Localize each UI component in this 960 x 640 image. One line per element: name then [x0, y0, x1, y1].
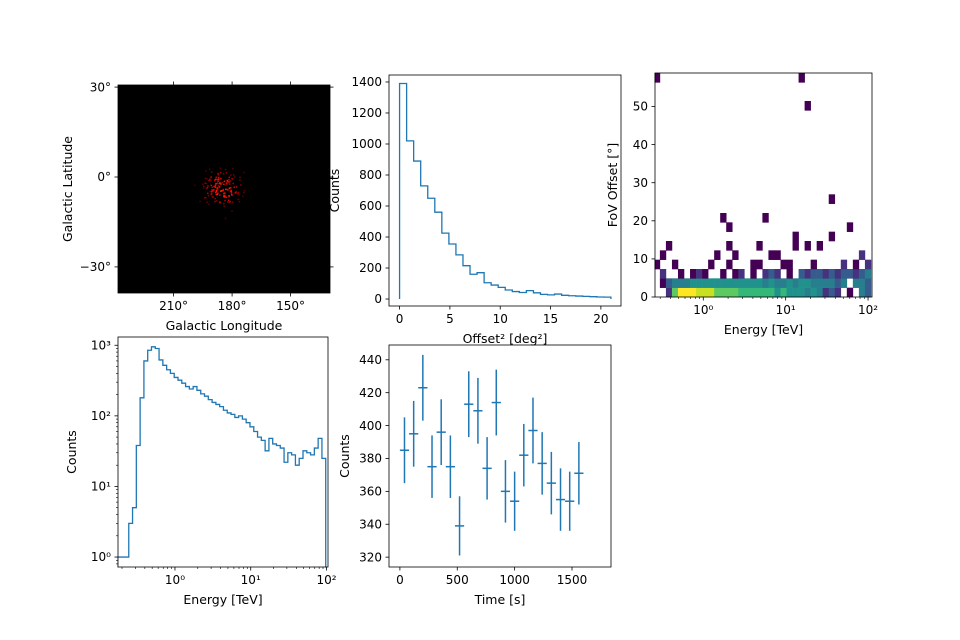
- lightcurve-xlabel: Time [s]: [474, 592, 526, 607]
- energy-histogram-plot-area: [117, 336, 329, 568]
- errorbar-point: [418, 354, 428, 421]
- offset-hist-ytick-7: 1400: [351, 75, 382, 89]
- skymap-ytick-0: 30°: [90, 80, 111, 94]
- lightcurve-ytick-5: 420: [359, 386, 382, 400]
- lightcurve-ytick-6: 440: [359, 353, 382, 367]
- hist2d-ytick-4: 40: [633, 138, 648, 152]
- offset-hist-xtick-1: 5: [446, 312, 454, 326]
- offset-hist-ytick-2: 400: [359, 230, 382, 244]
- energy-histogram-step-line: [117, 346, 327, 568]
- hist2d-xtick-2: 10²: [858, 303, 878, 317]
- lightcurve-ylabel: Counts: [337, 434, 352, 478]
- offset-hist-ytick-3: 600: [359, 199, 382, 213]
- offset-hist-ytick-0: 0: [374, 292, 382, 306]
- energy-hist-ytick-0: 10⁰: [91, 550, 111, 564]
- skymap-xtick-0: 210°: [159, 299, 188, 313]
- energy-hist-ytick-2: 10²: [91, 409, 111, 423]
- offset-hist-ytick-4: 800: [359, 168, 382, 182]
- errorbar-point: [565, 471, 575, 531]
- hist2d-ytick-0: 0: [640, 290, 648, 304]
- errorbar-point: [464, 371, 474, 438]
- errorbar-point: [537, 432, 547, 495]
- hist2d-ytick-1: 10: [633, 252, 648, 266]
- skymap-ytick-2: −30°: [80, 260, 111, 274]
- energy-fov-offset-hist2d-plot-area: [654, 72, 873, 298]
- lightcurve-ytick-3: 380: [359, 452, 382, 466]
- lightcurve-ytick-0: 320: [359, 550, 382, 564]
- errorbar-point: [555, 468, 566, 531]
- lightcurve-ytick-2: 360: [359, 485, 382, 499]
- energy-hist-xtick-1: 10¹: [241, 573, 261, 587]
- errorbar-point: [436, 399, 446, 466]
- errorbar-point: [528, 397, 538, 464]
- errorbar-point: [500, 460, 511, 523]
- lightcurve-xtick-1: 500: [446, 573, 469, 587]
- skymap-xtick-2: 150°: [276, 299, 305, 313]
- counts-vs-time-svg: 0 500 1000 1500 320 340 360 380 400 420 440 Time [s…: [337, 344, 612, 607]
- lightcurve-ytick-1: 340: [359, 517, 382, 531]
- offset-hist-xlabel: Offset² [deg²]: [463, 331, 548, 346]
- skymap-ylabel: Galactic Latitude: [60, 136, 75, 242]
- energy-hist-ytick-1: 10¹: [91, 480, 111, 494]
- errorbar-point: [409, 400, 419, 467]
- errorbar-point: [427, 435, 437, 498]
- lightcurve-errorbars: [399, 354, 584, 556]
- lightcurve-ytick-4: 400: [359, 419, 382, 433]
- skymap-svg: 210° 180° 150° 30° 0° −30° Galactic Longitude G…: [60, 80, 334, 333]
- skymap-ytick-1: 0°: [97, 170, 111, 184]
- offset-hist-ytick-6: 1200: [351, 106, 382, 120]
- errorbar-point: [473, 377, 483, 444]
- hist2d-ytick-2: 20: [633, 214, 648, 228]
- hist2d-ytick-5: 50: [633, 100, 648, 114]
- skymap-xtick-1: 180°: [218, 299, 247, 313]
- energy-hist-xtick-0: 10⁰: [165, 573, 185, 587]
- errorbar-point: [445, 435, 455, 498]
- offset-squared-histogram-svg: 0 5 10 15 200200400600800100012001400Offset²…: [327, 74, 622, 346]
- errorbar-point: [491, 369, 501, 436]
- errorbar-point: [546, 451, 556, 515]
- offset-hist-ytick-5: 1000: [351, 137, 382, 151]
- errorbar-point: [574, 442, 584, 505]
- offset-hist-xtick-3: 15: [543, 312, 558, 326]
- counts-vs-time-plot-area: [388, 344, 612, 568]
- hist2d-cells: [654, 73, 872, 298]
- offset-squared-histogram-step-line: [398, 82, 612, 300]
- skymap-xlabel: Galactic Longitude: [166, 318, 283, 333]
- lightcurve-xtick-3: 1500: [557, 573, 588, 587]
- energy-fov-offset-hist2d-svg: 10⁰ 10¹ 10² 0 10 20 30 40 50 Energy [TeV] FoV Offs…: [605, 72, 878, 337]
- offset-hist-xtick-2: 10: [493, 312, 508, 326]
- offset-hist-xtick-0: 0: [396, 312, 404, 326]
- energy-histogram-svg: 10⁰ 10¹ 10² 10⁰ 10¹ 10² 10³ Energy [TeV] Counts: [64, 336, 337, 607]
- hist2d-ytick-3: 30: [633, 176, 648, 190]
- offset-hist-xtick-4: 20: [593, 312, 608, 326]
- skymap-source-cluster: [194, 167, 246, 220]
- energy-hist-xlabel: Energy [TeV]: [183, 592, 262, 607]
- energy-hist-ylabel: Counts: [64, 430, 79, 474]
- energy-hist-xtick-2: 10²: [316, 573, 336, 587]
- offset-squared-histogram-plot-area: [388, 74, 622, 307]
- hist2d-xlabel: Energy [TeV]: [724, 322, 803, 337]
- energy-hist-ytick-3: 10³: [91, 338, 111, 352]
- errorbar-point: [399, 417, 410, 484]
- hist2d-xtick-1: 10¹: [776, 303, 796, 317]
- hist2d-ylabel: FoV Offset [°]: [605, 143, 620, 227]
- offset-hist-ytick-1: 200: [359, 261, 382, 275]
- offset-hist-ylabel: Counts: [327, 169, 342, 213]
- skymap-plot-area: [117, 84, 331, 294]
- errorbar-point: [482, 437, 492, 500]
- lightcurve-xtick-0: 0: [396, 573, 404, 587]
- errorbar-point: [510, 471, 520, 531]
- errorbar-point: [519, 423, 529, 487]
- hist2d-xtick-0: 10⁰: [693, 303, 713, 317]
- errorbar-point: [454, 496, 465, 556]
- lightcurve-xtick-2: 1000: [499, 573, 530, 587]
